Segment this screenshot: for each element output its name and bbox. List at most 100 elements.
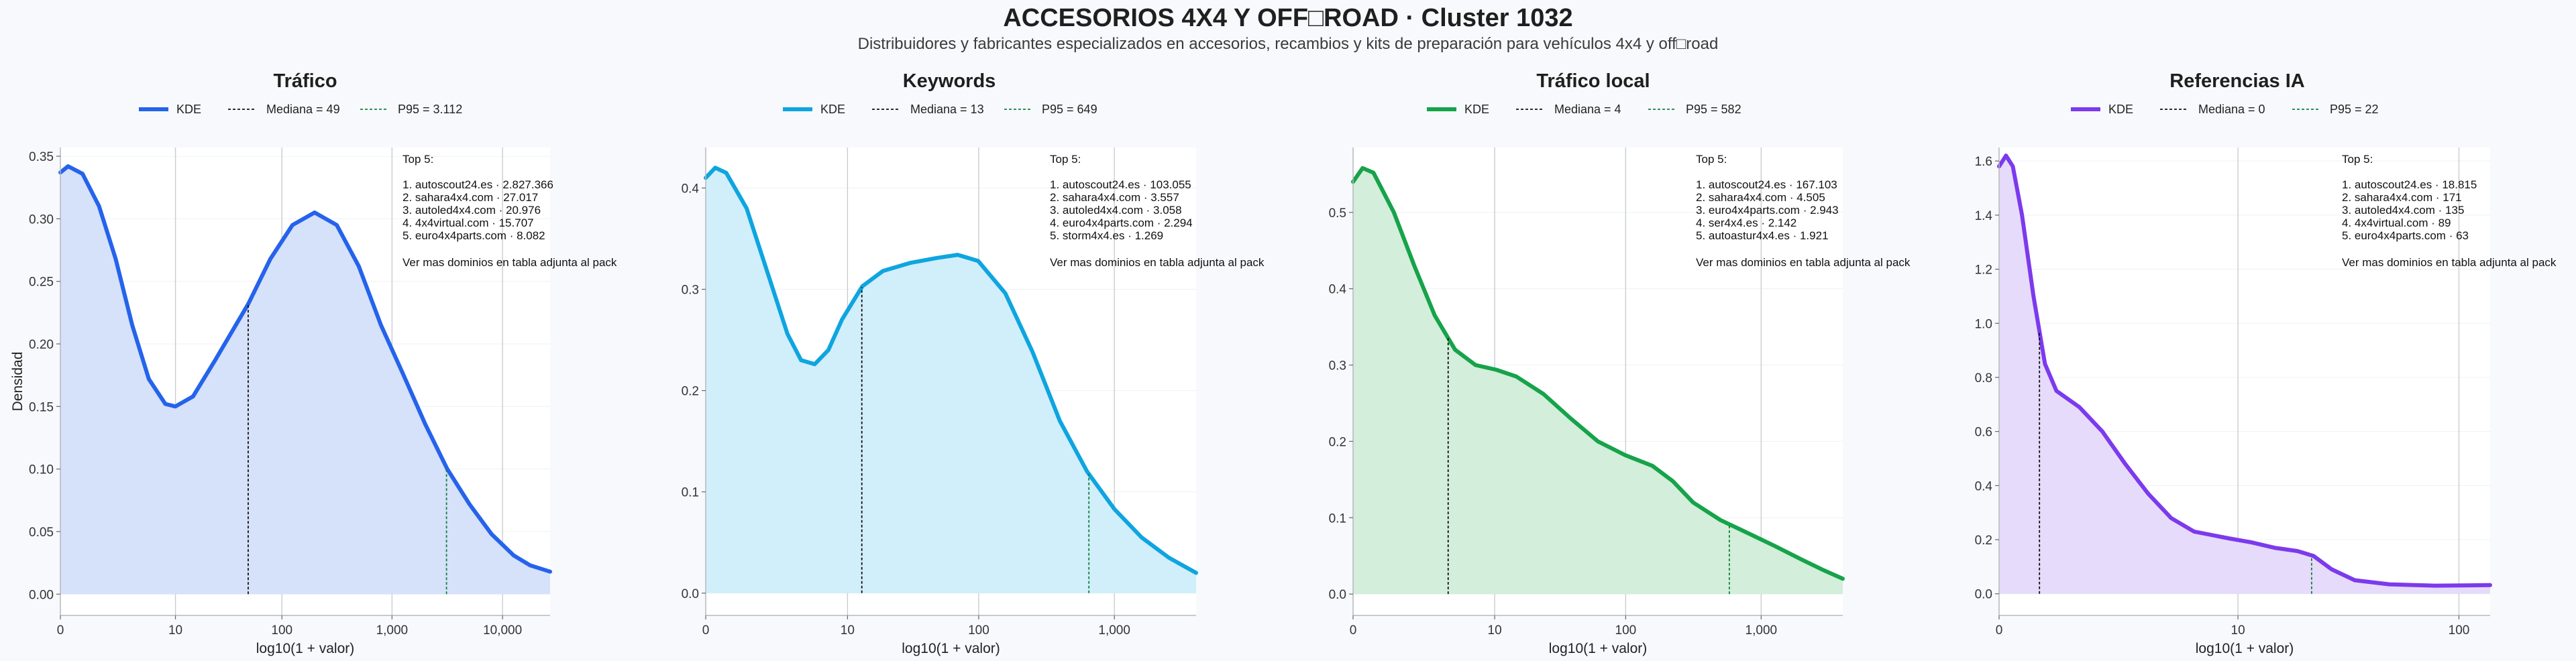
figure-subtitle: Distribuidores y fabricantes especializa… — [857, 35, 1719, 53]
y-tick-label: 0.10 — [29, 463, 54, 477]
y-tick-label: 0.8 — [1975, 371, 1992, 385]
y-tick-label: 0.1 — [682, 486, 699, 500]
x-axis-label: log10(1 + valor) — [1549, 641, 1648, 656]
kde-area — [60, 166, 550, 595]
annotation-item: 3. euro4x4parts.com · 2.943 — [1696, 204, 1839, 217]
legend-p95-label: P95 = 22 — [2330, 103, 2379, 116]
legend-median-label: Mediana = 13 — [910, 103, 984, 116]
legend-median-label: Mediana = 4 — [1554, 103, 1621, 116]
y-tick-label: 0.4 — [1329, 283, 1347, 297]
y-tick-label: 0.3 — [1329, 359, 1346, 373]
legend-kde-label: KDE — [820, 103, 845, 116]
chart-panel-trafico-local: Tráfico local KDE Mediana = 4 P95 = 582 0.0 0… — [1329, 70, 1911, 656]
x-tick-label: 0 — [1350, 623, 1357, 638]
chart-panel-keywords: Keywords KDE Mediana = 13 P95 = 649 0.0 0.1 0.… — [682, 70, 1265, 656]
annotation-item: 1. autoscout24.es · 103.055 — [1050, 178, 1191, 191]
legend-kde-label: KDE — [1464, 103, 1489, 116]
y-tick-label: 0.05 — [29, 526, 54, 540]
y-tick-label: 1.2 — [1975, 263, 1992, 278]
annotation-item: 2. sahara4x4.com · 3.557 — [1050, 191, 1179, 204]
annotation-item: 4. 4x4virtual.com · 15.707 — [402, 217, 534, 229]
kde-line — [1351, 166, 1845, 581]
chart-panel-referencias-ia: Referencias IA KDE Mediana = 0 P95 = 22 0.0 0… — [1975, 70, 2557, 656]
legend-median-label: Mediana = 0 — [2198, 103, 2265, 116]
annotation-heading: Top 5: — [402, 153, 433, 166]
annotation-footer: Ver mas dominios en tabla adjunta al pac… — [2342, 256, 2557, 269]
x-tick-label: 10 — [841, 623, 855, 638]
annotation-item: 1. autoscout24.es · 18.815 — [2342, 178, 2477, 191]
panel-title: Keywords — [903, 70, 996, 92]
x-tick-label: 10 — [168, 623, 182, 638]
annotation-item: 5. euro4x4parts.com · 8.082 — [402, 229, 545, 242]
x-axis-label: log10(1 + valor) — [2196, 641, 2294, 656]
y-tick-label: 1.6 — [1975, 155, 1992, 169]
x-axis-label: log10(1 + valor) — [902, 641, 1000, 656]
annotation-item: 3. autoled4x4.com · 20.976 — [402, 204, 541, 217]
x-tick-label: 100 — [968, 623, 989, 638]
x-tick-label: 10 — [2231, 623, 2245, 638]
y-tick-label: 0.0 — [1329, 588, 1346, 602]
y-tick-label: 0.30 — [29, 213, 54, 227]
annotation-item: 4. euro4x4parts.com · 2.294 — [1050, 217, 1193, 229]
x-tick-label: 100 — [2449, 623, 2470, 638]
kde-area — [1999, 156, 2490, 594]
y-tick-label: 0.2 — [1329, 435, 1346, 449]
annotation-item: 4. 4x4virtual.com · 89 — [2342, 217, 2451, 229]
annotation-heading: Top 5: — [1696, 153, 1727, 166]
annotation-item: 4. ser4x4.es · 2.142 — [1696, 217, 1796, 229]
x-tick-label: 1,000 — [376, 623, 409, 638]
annotation-item: 1. autoscout24.es · 167.103 — [1696, 178, 1837, 191]
panel-title: Referencias IA — [2169, 70, 2305, 92]
y-tick-label: 1.0 — [1975, 317, 1992, 331]
annotation-footer: Ver mas dominios en tabla adjunta al pac… — [402, 256, 617, 269]
y-tick-label: 0.00 — [29, 588, 54, 602]
y-tick-label: 0.5 — [1329, 206, 1346, 221]
annotation-item: 5. storm4x4.es · 1.269 — [1050, 229, 1163, 242]
y-tick-label: 0.35 — [29, 150, 54, 164]
panel-title: Tráfico — [273, 70, 337, 92]
y-tick-label: 0.4 — [682, 182, 700, 196]
kde-line — [704, 166, 1198, 575]
y-axis-label: Densidad — [10, 352, 25, 412]
x-tick-label: 100 — [271, 623, 292, 638]
y-tick-label: 0.15 — [29, 400, 54, 414]
y-tick-label: 0.6 — [1975, 426, 1992, 440]
x-tick-label: 100 — [1615, 623, 1637, 638]
x-tick-label: 0 — [1996, 623, 2003, 638]
annotation-item: 5. autoastur4x4.es · 1.921 — [1696, 229, 1829, 242]
kde-line — [1997, 154, 2492, 588]
annotation-item: 2. sahara4x4.com · 4.505 — [1696, 191, 1825, 204]
legend-p95-label: P95 = 3.112 — [398, 103, 462, 116]
y-tick-label: 0.20 — [29, 338, 54, 352]
y-tick-label: 0.3 — [682, 284, 699, 298]
legend-kde-label: KDE — [176, 103, 201, 116]
annotation-footer: Ver mas dominios en tabla adjunta al pac… — [1050, 256, 1265, 269]
y-tick-label: 0.1 — [1329, 512, 1346, 526]
y-tick-label: 1.4 — [1975, 209, 1993, 223]
kde-area — [706, 168, 1196, 593]
annotation-item: 3. autoled4x4.com · 3.058 — [1050, 204, 1182, 217]
annotation-heading: Top 5: — [2342, 153, 2373, 166]
legend-median-label: Mediana = 49 — [266, 103, 340, 116]
annotation-item: 2. sahara4x4.com · 27.017 — [402, 191, 538, 204]
y-tick-label: 0.2 — [682, 385, 699, 399]
x-axis-label: log10(1 + valor) — [256, 641, 355, 656]
y-tick-label: 0.0 — [1975, 588, 1992, 602]
annotation-item: 1. autoscout24.es · 2.827.366 — [402, 178, 553, 191]
x-tick-label: 1,000 — [1098, 623, 1130, 638]
panel-title: Tráfico local — [1536, 70, 1650, 92]
x-tick-label: 0 — [57, 623, 64, 638]
annotation-footer: Ver mas dominios en tabla adjunta al pac… — [1696, 256, 1911, 269]
kde-area — [1353, 168, 1843, 595]
annotation-item: 2. sahara4x4.com · 171 — [2342, 191, 2462, 204]
kde-line — [58, 164, 552, 574]
legend-kde-label: KDE — [2108, 103, 2133, 116]
annotation-item: 3. autoled4x4.com · 135 — [2342, 204, 2464, 217]
legend-p95-label: P95 = 649 — [1042, 103, 1097, 116]
y-tick-label: 0.4 — [1975, 479, 1993, 493]
x-tick-label: 0 — [702, 623, 710, 638]
figure-title: ACCESORIOS 4X4 Y OFF□ROAD · Cluster 1032 — [1003, 4, 1573, 32]
x-tick-label: 10 — [1488, 623, 1502, 638]
x-tick-label: 10,000 — [483, 623, 522, 638]
x-tick-label: 1,000 — [1746, 623, 1778, 638]
